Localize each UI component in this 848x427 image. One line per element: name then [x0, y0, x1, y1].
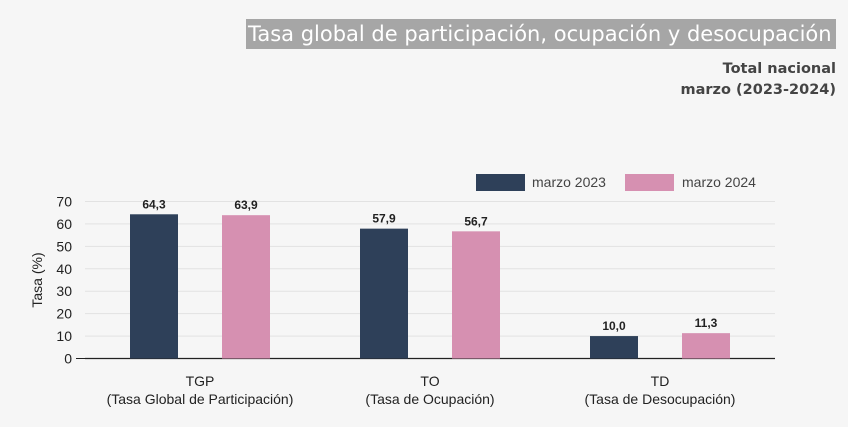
legend-item[interactable]: marzo 2023: [476, 174, 606, 191]
axes: 0 10 20 30 40 50 60 70 TGP (Tasa Global de Partic…: [56, 194, 775, 407]
legend-label: marzo 2024: [682, 174, 756, 190]
legend-swatch: [625, 174, 674, 191]
x-category-sublabel: (Tasa de Ocupación): [365, 391, 494, 407]
bar: [682, 333, 730, 359]
gridlines: [85, 201, 775, 337]
bar: [590, 336, 638, 359]
y-tick-label: 50: [56, 238, 72, 254]
y-tick-label: 20: [56, 306, 72, 322]
subtitle-line-1: Total nacional: [722, 61, 836, 77]
data-label: 10,0: [602, 319, 626, 333]
data-label: 57,9: [372, 212, 396, 226]
data-labels: 64,3 63,9 57,9 56,7 10,0 11,3: [142, 197, 717, 333]
bar: [130, 214, 178, 359]
subtitle-line-2: marzo (2023-2024): [680, 82, 836, 98]
y-tick-label: 0: [64, 351, 72, 367]
bars: [130, 214, 730, 359]
x-category-label: TGP: [186, 373, 215, 389]
bar: [360, 228, 408, 359]
bar: [452, 231, 500, 359]
x-category-sublabel: (Tasa de Desocupación): [585, 391, 736, 407]
chart-title: Tasa global de participación, ocupación …: [248, 22, 832, 46]
y-tick-label: 60: [56, 216, 72, 232]
y-tick-label: 10: [56, 328, 72, 344]
legend-item[interactable]: marzo 2024: [625, 174, 756, 191]
y-tick-label: 40: [56, 261, 72, 277]
chart-subtitle: Total nacional marzo (2023-2024): [681, 59, 836, 101]
legend[interactable]: marzo 2023 marzo 2024: [476, 174, 756, 191]
bar: [222, 215, 270, 359]
legend-swatch: [476, 174, 525, 191]
x-category-label: TD: [651, 373, 670, 389]
data-label: 56,7: [464, 214, 488, 228]
data-label: 64,3: [142, 197, 166, 211]
data-label: 11,3: [695, 316, 718, 330]
x-category-label: TO: [420, 373, 439, 389]
data-label: 63,9: [234, 198, 258, 212]
y-axis-title: Tasa (%): [29, 252, 45, 307]
title-background: [246, 19, 836, 49]
y-tick-label: 30: [56, 283, 72, 299]
y-tick-label: 70: [56, 194, 72, 210]
legend-label: marzo 2023: [532, 174, 606, 190]
x-category-sublabel: (Tasa Global de Participación): [107, 391, 294, 407]
